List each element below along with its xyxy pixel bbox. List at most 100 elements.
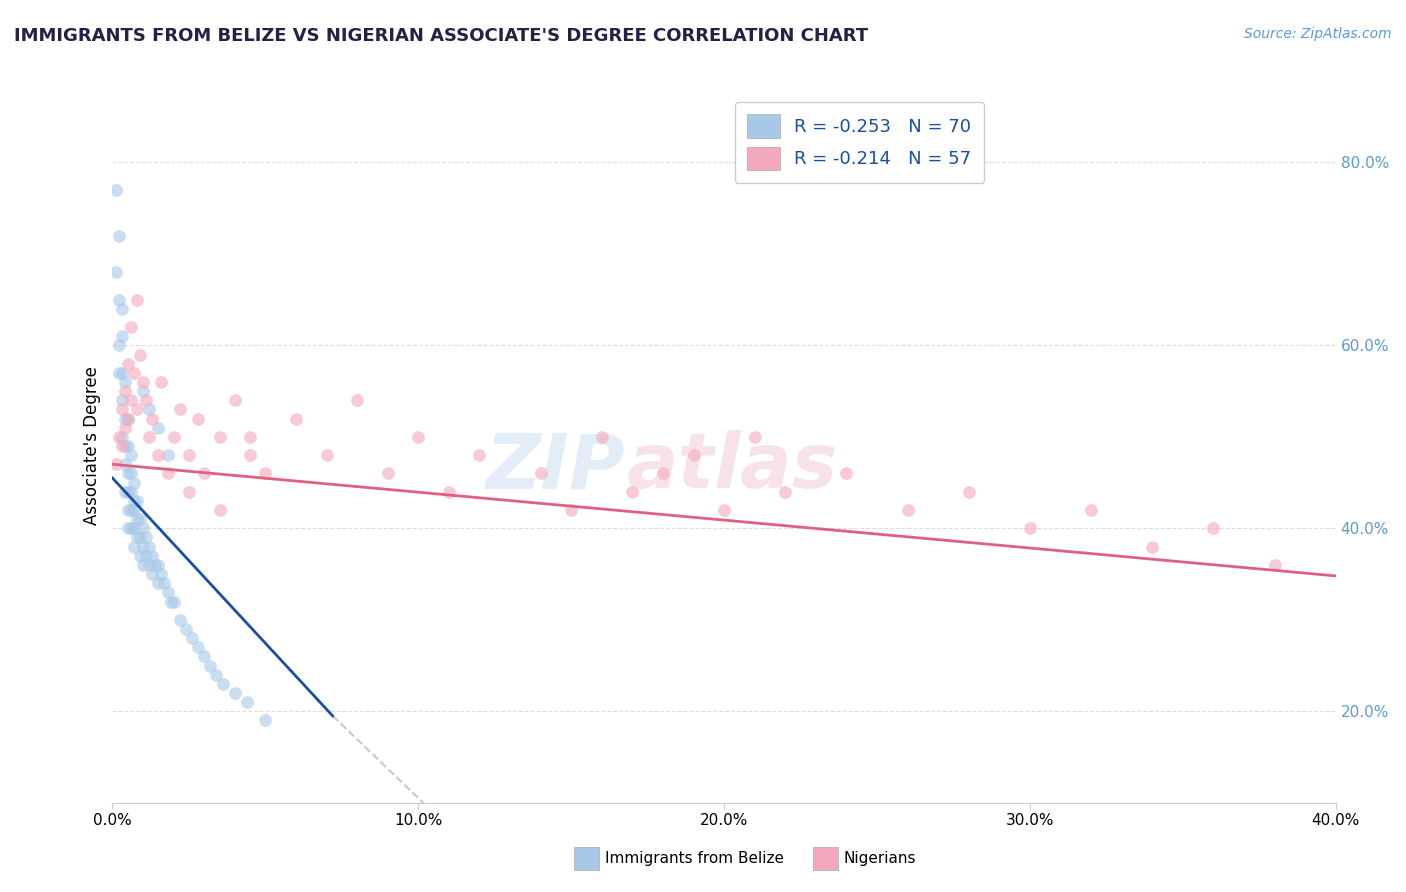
- Point: [107, 338, 129, 352]
- Point: [591, 430, 613, 444]
- Point: [224, 393, 246, 408]
- Point: [117, 484, 139, 499]
- Point: [104, 183, 127, 197]
- Point: [181, 631, 204, 645]
- Point: [132, 375, 155, 389]
- Text: IMMIGRANTS FROM BELIZE VS NIGERIAN ASSOCIATE'S DEGREE CORRELATION CHART: IMMIGRANTS FROM BELIZE VS NIGERIAN ASSOC…: [14, 27, 868, 45]
- Point: [153, 576, 176, 591]
- Point: [1142, 540, 1164, 554]
- Point: [114, 458, 136, 472]
- Point: [125, 402, 148, 417]
- Point: [138, 558, 160, 572]
- Point: [114, 411, 136, 425]
- Point: [125, 531, 148, 545]
- Text: Immigrants from Belize: Immigrants from Belize: [605, 852, 783, 866]
- Point: [177, 448, 200, 462]
- Point: [156, 448, 179, 462]
- Point: [122, 475, 145, 490]
- Point: [159, 594, 181, 608]
- Point: [284, 411, 308, 425]
- Point: [408, 430, 430, 444]
- Point: [169, 613, 191, 627]
- Point: [117, 503, 139, 517]
- Point: [254, 467, 277, 481]
- Point: [560, 503, 582, 517]
- Point: [148, 448, 170, 462]
- Point: [169, 402, 191, 417]
- Point: [224, 686, 246, 700]
- Point: [148, 558, 170, 572]
- Point: [957, 484, 980, 499]
- Point: [141, 411, 163, 425]
- Point: [122, 503, 145, 517]
- Point: [138, 402, 160, 417]
- Point: [129, 531, 152, 545]
- Point: [200, 658, 222, 673]
- Point: [713, 503, 735, 517]
- Point: [120, 484, 142, 499]
- Point: [104, 458, 127, 472]
- Text: Nigerians: Nigerians: [844, 852, 917, 866]
- Point: [122, 494, 145, 508]
- Point: [125, 494, 148, 508]
- Point: [120, 503, 142, 517]
- Point: [114, 420, 136, 434]
- Point: [236, 695, 259, 709]
- Point: [107, 430, 129, 444]
- Point: [107, 366, 129, 380]
- Point: [163, 594, 186, 608]
- Point: [239, 448, 262, 462]
- Point: [122, 366, 145, 380]
- Point: [377, 467, 399, 481]
- Point: [114, 384, 136, 398]
- Point: [163, 430, 186, 444]
- Point: [132, 384, 155, 398]
- Point: [120, 320, 142, 334]
- Point: [120, 467, 142, 481]
- Point: [239, 430, 262, 444]
- Point: [652, 467, 675, 481]
- Point: [177, 484, 200, 499]
- Point: [129, 347, 152, 361]
- Point: [205, 667, 228, 681]
- Point: [208, 503, 231, 517]
- Point: [111, 430, 134, 444]
- Point: [346, 393, 368, 408]
- Text: ZIP: ZIP: [486, 431, 626, 504]
- Point: [135, 393, 157, 408]
- Point: [775, 484, 797, 499]
- Point: [150, 567, 173, 582]
- Text: atlas: atlas: [626, 431, 838, 504]
- Point: [122, 540, 145, 554]
- Point: [141, 549, 163, 563]
- Point: [111, 301, 134, 316]
- Point: [211, 677, 233, 691]
- Point: [156, 585, 179, 599]
- Point: [111, 329, 134, 343]
- Legend: R = -0.253   N = 70, R = -0.214   N = 57: R = -0.253 N = 70, R = -0.214 N = 57: [735, 102, 984, 183]
- Point: [129, 512, 152, 526]
- Point: [187, 640, 209, 655]
- Point: [437, 484, 460, 499]
- Point: [120, 448, 142, 462]
- Point: [107, 293, 129, 307]
- Point: [254, 714, 277, 728]
- Point: [1264, 558, 1286, 572]
- Point: [135, 549, 157, 563]
- Point: [117, 439, 139, 453]
- Point: [117, 411, 139, 425]
- Point: [117, 521, 139, 535]
- Point: [897, 503, 920, 517]
- Point: [117, 467, 139, 481]
- Point: [143, 558, 166, 572]
- Point: [148, 576, 170, 591]
- Point: [122, 521, 145, 535]
- Point: [125, 512, 148, 526]
- Point: [315, 448, 337, 462]
- Point: [114, 484, 136, 499]
- Point: [111, 393, 134, 408]
- Point: [111, 439, 134, 453]
- Point: [682, 448, 704, 462]
- Point: [114, 439, 136, 453]
- Point: [621, 484, 644, 499]
